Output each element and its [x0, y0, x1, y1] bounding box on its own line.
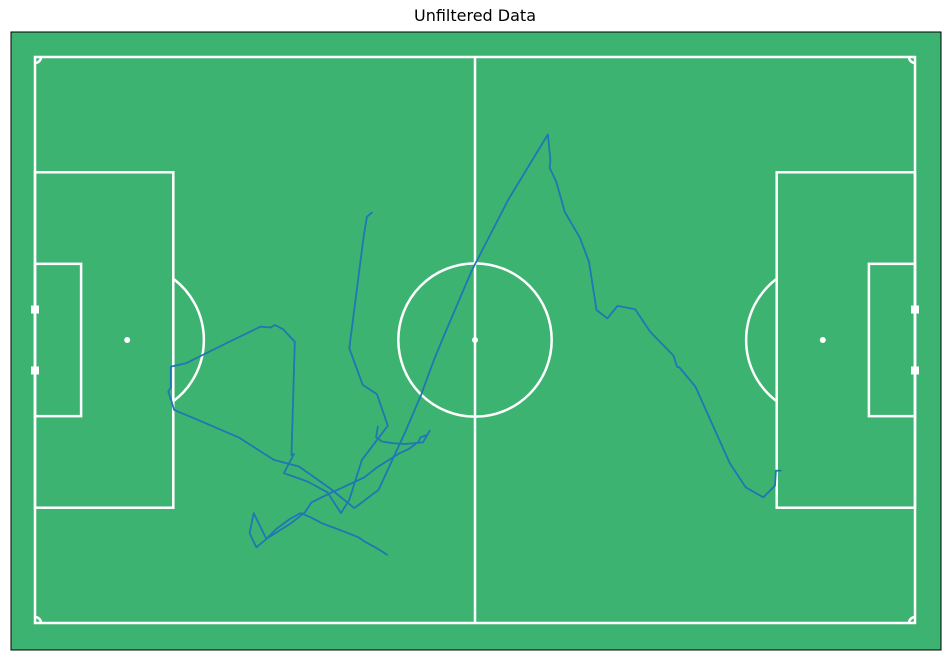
centre-spot — [472, 337, 478, 343]
chart-title: Unfiltered Data — [413, 6, 536, 25]
corner-arc-top-right — [907, 56, 916, 65]
penalty-arc-right — [744, 277, 778, 403]
corner-arc-bottom-right — [907, 615, 916, 624]
penalty-spot-right — [819, 337, 826, 343]
goal-post-2 — [31, 366, 39, 375]
goal-area-left — [33, 262, 83, 418]
penalty-arc-left — [172, 277, 206, 403]
trajectory-line-1 — [167, 133, 782, 514]
pitch — [10, 31, 942, 651]
corner-arc-top-left — [34, 56, 43, 65]
trajectory-layer — [167, 133, 782, 556]
penalty-spot-left — [124, 337, 131, 343]
corner-arc-bottom-left — [34, 615, 43, 624]
goal-post-4 — [911, 366, 919, 375]
goal-post-1 — [31, 305, 39, 314]
goal-area-right — [867, 262, 917, 418]
goal-post-3 — [911, 305, 919, 314]
trajectory-line-2 — [248, 425, 431, 556]
